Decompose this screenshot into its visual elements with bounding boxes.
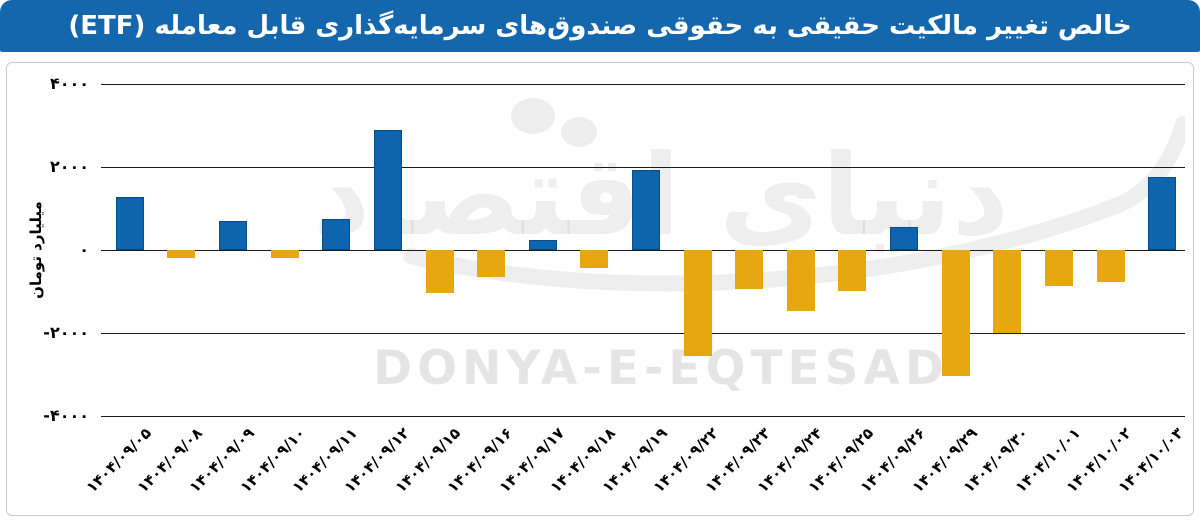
bar [425, 250, 454, 294]
chart-title-bar: خالص تغییر مالکیت حقیقی به حقوقی صندوق‌ه… [0, 0, 1200, 52]
y-tick-label: -۴۰۰۰ [43, 406, 89, 425]
bar [890, 227, 919, 250]
y-tick-label: ۴۰۰۰ [49, 74, 89, 93]
bar [632, 170, 660, 250]
watermark-calligraphy-dot [561, 117, 597, 147]
bar [580, 250, 609, 269]
bar [735, 250, 764, 289]
bar [373, 130, 402, 250]
bar [477, 250, 506, 277]
gridline [101, 333, 1185, 334]
bar [167, 250, 196, 258]
bar [683, 250, 712, 356]
bar [993, 250, 1022, 333]
plot-area [101, 84, 1185, 417]
y-axis: ۴۰۰۰ ۲۰۰۰ ۰ -۲۰۰۰ -۴۰۰۰ [7, 74, 89, 425]
bar [270, 250, 299, 259]
bar [1148, 177, 1177, 250]
y-tick-label: ۰ [79, 240, 89, 259]
bar [786, 250, 815, 311]
gridline [101, 416, 1185, 417]
gridline [101, 250, 1185, 251]
bar [941, 250, 970, 376]
watermark-calligraphy-dot [511, 98, 555, 134]
watermark-english-text: DONYA-E-EQTESAD [373, 341, 949, 396]
y-tick-label: ۲۰۰۰ [49, 157, 89, 176]
bar [115, 196, 144, 250]
gridline [101, 167, 1185, 168]
bar [1044, 250, 1073, 287]
gridline [101, 84, 1185, 85]
chart-panel: دنیای اقتصاد DONYA-E-EQTESAD میلیارد توم… [6, 62, 1194, 516]
chart-title: خالص تغییر مالکیت حقیقی به حقوقی صندوق‌ه… [68, 11, 1132, 41]
bar [838, 250, 867, 292]
x-axis: ۱۴۰۴/۰۹/۰۵ ۱۴۰۴/۰۹/۰۸ ۱۴۰۴/۰۹/۰۹ ۱۴۰۴/۰۹/۱۰… [82, 424, 1187, 514]
bar [1096, 250, 1125, 282]
bar [322, 218, 351, 250]
bar [219, 220, 248, 250]
y-tick-label: -۲۰۰۰ [43, 323, 89, 342]
bar [528, 240, 557, 250]
